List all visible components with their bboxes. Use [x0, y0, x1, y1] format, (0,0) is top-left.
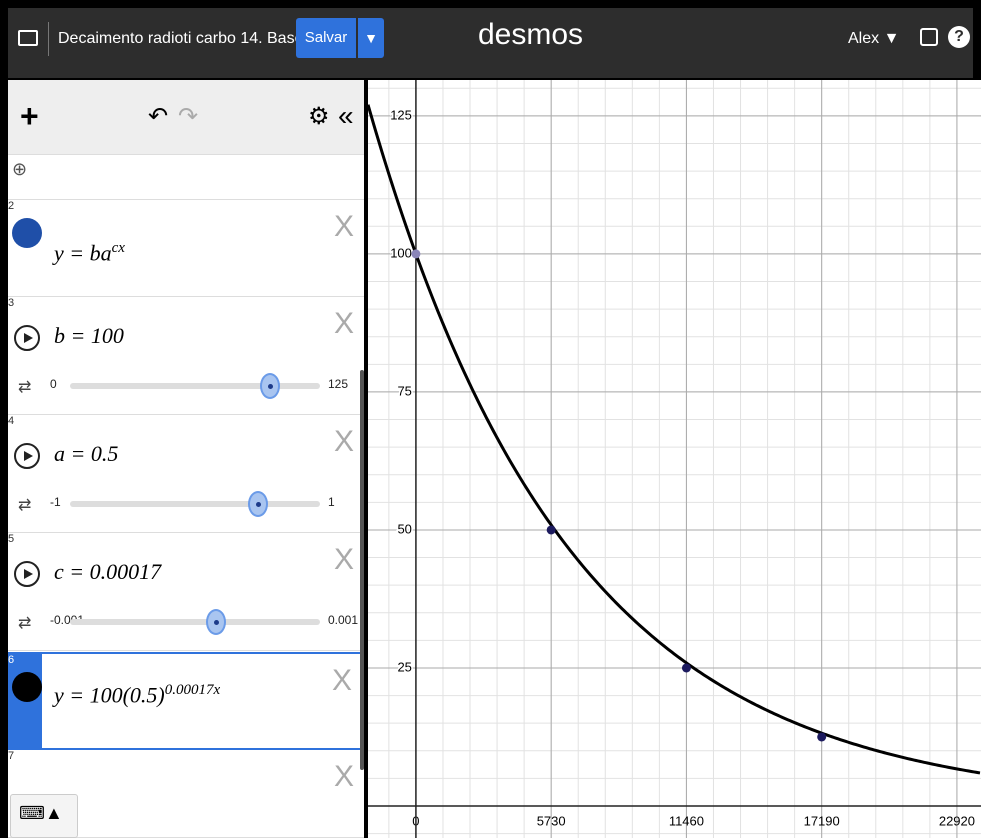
- delete-button[interactable]: X: [331, 664, 352, 697]
- user-name: Alex: [848, 30, 880, 47]
- slider-track: [70, 501, 320, 507]
- expression-row: 7 X ⌨▲: [8, 750, 364, 838]
- formula: y = bacx: [54, 240, 125, 266]
- point: [546, 525, 556, 535]
- row-number: 2: [8, 200, 15, 212]
- slider-min: 0: [50, 377, 57, 391]
- graph-title[interactable]: Decaimento radioti carbo 14. Base 1/2: [58, 30, 331, 47]
- slider-thumb[interactable]: [247, 491, 268, 517]
- settings-button[interactable]: ⚙: [308, 103, 330, 130]
- logo: desmos: [478, 18, 584, 51]
- point: [817, 732, 827, 742]
- slider-label: a = 0.5: [54, 441, 119, 466]
- formula-text: y = ba: [54, 240, 112, 266]
- curve: [368, 104, 981, 775]
- row-number: 6: [8, 654, 15, 666]
- loop-icon[interactable]: ⇄: [18, 379, 32, 396]
- expression-row: 2 y = bacx X: [8, 200, 364, 297]
- x-tick-label: 5730: [537, 813, 566, 828]
- delete-button[interactable]: X: [333, 760, 354, 793]
- slider-max: 0.001: [328, 613, 359, 627]
- scrollbar: [360, 370, 364, 770]
- slider-track: [70, 619, 320, 625]
- row-number: 4: [8, 415, 15, 427]
- folder-icon[interactable]: [18, 30, 38, 46]
- redo-button[interactable]: ↷: [178, 103, 199, 130]
- x-tick-label: 22920: [939, 813, 975, 828]
- graph-paper: 05730114601719022920255075100125: [368, 80, 981, 838]
- row-number: 5: [8, 533, 15, 545]
- y-tick-label: 75: [397, 383, 411, 398]
- point: [681, 663, 691, 673]
- user-menu[interactable]: Alex ▼: [848, 30, 900, 47]
- slider-row: 3 ⇄ b = 100 X 0 125: [8, 297, 364, 415]
- y-tick-label: 125: [390, 107, 412, 122]
- share-icon[interactable]: [920, 28, 938, 46]
- slider-min: -1: [50, 495, 61, 509]
- zoom-row: ⊕: [8, 155, 364, 200]
- row-number: 3: [8, 297, 15, 309]
- loop-icon[interactable]: ⇄: [18, 615, 32, 632]
- formula-text: y = 100(0.5): [54, 682, 165, 708]
- row-number: 7: [8, 750, 15, 762]
- delete-button[interactable]: X: [333, 307, 354, 340]
- slider-row: 5 ⇄ c = 0.00017 X -0.001 0.001: [8, 533, 364, 651]
- slider-label: c = 0.00017: [54, 559, 162, 584]
- slider-label: b = 100: [54, 323, 124, 348]
- slider-thumb[interactable]: [206, 609, 227, 635]
- keyboard-button[interactable]: ⌨▲: [10, 794, 78, 838]
- expression-row-selected: 6 y = 100(0.5)0.00017x X: [8, 652, 364, 750]
- formula: y = 100(0.5)0.00017x: [54, 682, 220, 708]
- collapse-button[interactable]: «: [338, 100, 354, 131]
- point: [411, 249, 421, 259]
- selected-strip: [8, 654, 42, 750]
- play-button[interactable]: [14, 325, 40, 351]
- play-button[interactable]: [14, 443, 40, 469]
- delete-button[interactable]: X: [333, 543, 354, 576]
- play-button[interactable]: [14, 561, 40, 587]
- formula-exponent: 0.00017x: [164, 682, 221, 698]
- slider-track: [70, 383, 320, 389]
- save-button[interactable]: Salvar: [296, 18, 356, 58]
- slider-max: 125: [328, 377, 349, 391]
- save-menu[interactable]: ▼: [358, 18, 384, 58]
- slider-thumb[interactable]: [260, 373, 280, 399]
- expression-panel: + ↶ ↷ ⚙ « ⊕ 2 y = bacx X 3 ⇄ b = 100 X 0 125 4…: [8, 80, 364, 838]
- y-tick-label: 50: [397, 521, 411, 536]
- slider-max: 1: [328, 495, 335, 509]
- undo-button[interactable]: ↶: [148, 103, 169, 130]
- toolbar: + ↶ ↷ ⚙ «: [8, 80, 364, 155]
- y-tick-label: 25: [397, 659, 411, 674]
- x-tick-label: 11460: [669, 813, 704, 828]
- delete-button[interactable]: X: [333, 425, 354, 458]
- loop-icon[interactable]: ⇄: [18, 497, 32, 514]
- graph-icon[interactable]: [12, 218, 42, 248]
- zoom-icon[interactable]: ⊕: [12, 159, 28, 179]
- formula-exponent: cx: [111, 240, 125, 256]
- delete-button[interactable]: X: [333, 210, 354, 243]
- slider-row: 4 ⇄ a = 0.5 X -1 1: [8, 415, 364, 533]
- add-button[interactable]: +: [20, 98, 39, 134]
- top-bar: Decaimento radioti carbo 14. Base 1/2 Sa…: [0, 0, 981, 80]
- y-tick-label: 100: [390, 245, 412, 260]
- help-icon[interactable]: ?: [948, 26, 970, 48]
- divider: [48, 22, 49, 56]
- x-tick-label: 17190: [804, 813, 840, 828]
- graph-icon[interactable]: [12, 672, 42, 702]
